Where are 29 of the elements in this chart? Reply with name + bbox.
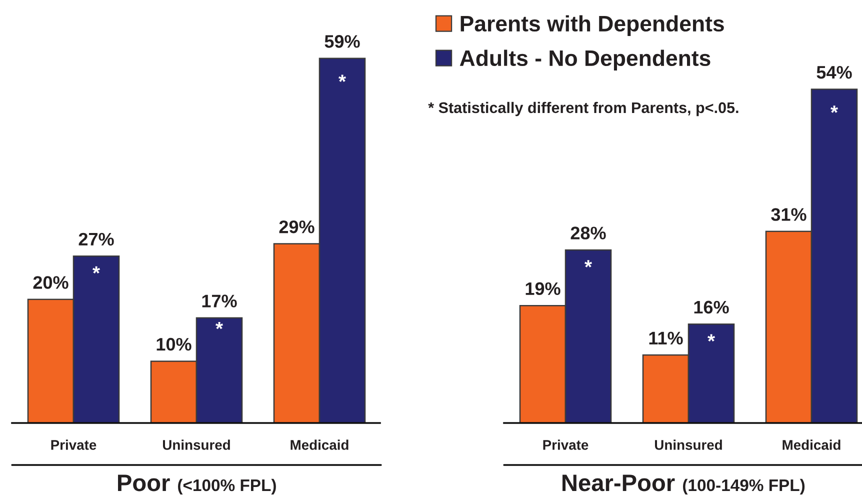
annotation: * bbox=[216, 322, 224, 330]
data-label: 20% bbox=[33, 276, 68, 289]
data-label: 19% bbox=[526, 282, 560, 296]
annotation: * bbox=[92, 266, 100, 274]
data-label: 59% bbox=[324, 35, 360, 48]
data-label: 17% bbox=[202, 294, 237, 308]
annotation: * Statistically different from Parents, p<.05. bbox=[428, 102, 738, 116]
x-tick-label: Private bbox=[543, 440, 588, 450]
legend-label: Parents with Dependents bbox=[460, 15, 724, 36]
annotation: * bbox=[338, 74, 346, 82]
data-label: 31% bbox=[771, 208, 806, 221]
legend-label: Adults - No Dependents bbox=[460, 50, 710, 70]
data-label: 28% bbox=[570, 226, 606, 240]
annotation: * bbox=[708, 334, 716, 342]
x-tick-label: Medicaid bbox=[782, 440, 840, 450]
data-label: 29% bbox=[279, 220, 314, 234]
x-tick-label: Medicaid bbox=[290, 440, 348, 450]
x-axis-title: Poor (<100% FPL) bbox=[118, 474, 276, 494]
data-label: 10% bbox=[156, 338, 192, 351]
x-axis-title: Near-Poor (100-149% FPL) bbox=[562, 474, 805, 494]
x-tick-label: Private bbox=[51, 440, 96, 450]
annotation: * bbox=[830, 106, 838, 113]
x-tick-label: Uninsured bbox=[162, 440, 230, 450]
x-tick-label: Uninsured bbox=[654, 440, 722, 450]
annotation: * bbox=[584, 260, 592, 268]
data-label: 11% bbox=[649, 332, 683, 344]
data-label: 54% bbox=[816, 66, 852, 79]
data-label: 16% bbox=[694, 300, 729, 314]
data-label: 27% bbox=[78, 232, 114, 246]
